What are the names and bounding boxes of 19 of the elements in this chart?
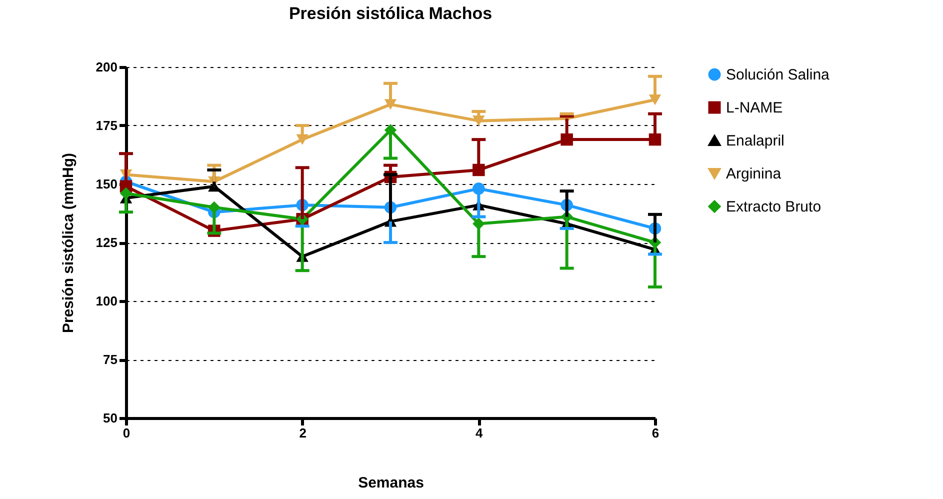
legend-label: Arginina: [726, 166, 782, 182]
legend-label: Enalapril: [726, 132, 784, 150]
y-tick-label: 175: [96, 118, 118, 133]
legend-label: Solución Salina: [726, 66, 830, 84]
y-tick-label: 75: [103, 352, 118, 367]
x-axis-title: Semanas: [358, 474, 424, 492]
x-tick-label: 6: [652, 426, 660, 440]
chart-title: Presión sistólica Machos: [288, 4, 492, 23]
legend-label: L-NAME: [726, 100, 783, 116]
x-tick-label: 0: [122, 426, 130, 440]
x-tick-label: 2: [299, 426, 306, 440]
y-tick-label: 100: [96, 294, 118, 308]
y-tick-label: 200: [96, 60, 118, 74]
x-tick-label: 4: [476, 426, 484, 440]
legend-label: Extracto Bruto: [726, 198, 822, 216]
y-tick-label: 150: [96, 176, 118, 192]
y-axis-title: Presión sistólica (mmHg): [60, 152, 77, 334]
y-tick-label: 50: [103, 410, 118, 426]
y-tick-label: 125: [96, 235, 118, 250]
